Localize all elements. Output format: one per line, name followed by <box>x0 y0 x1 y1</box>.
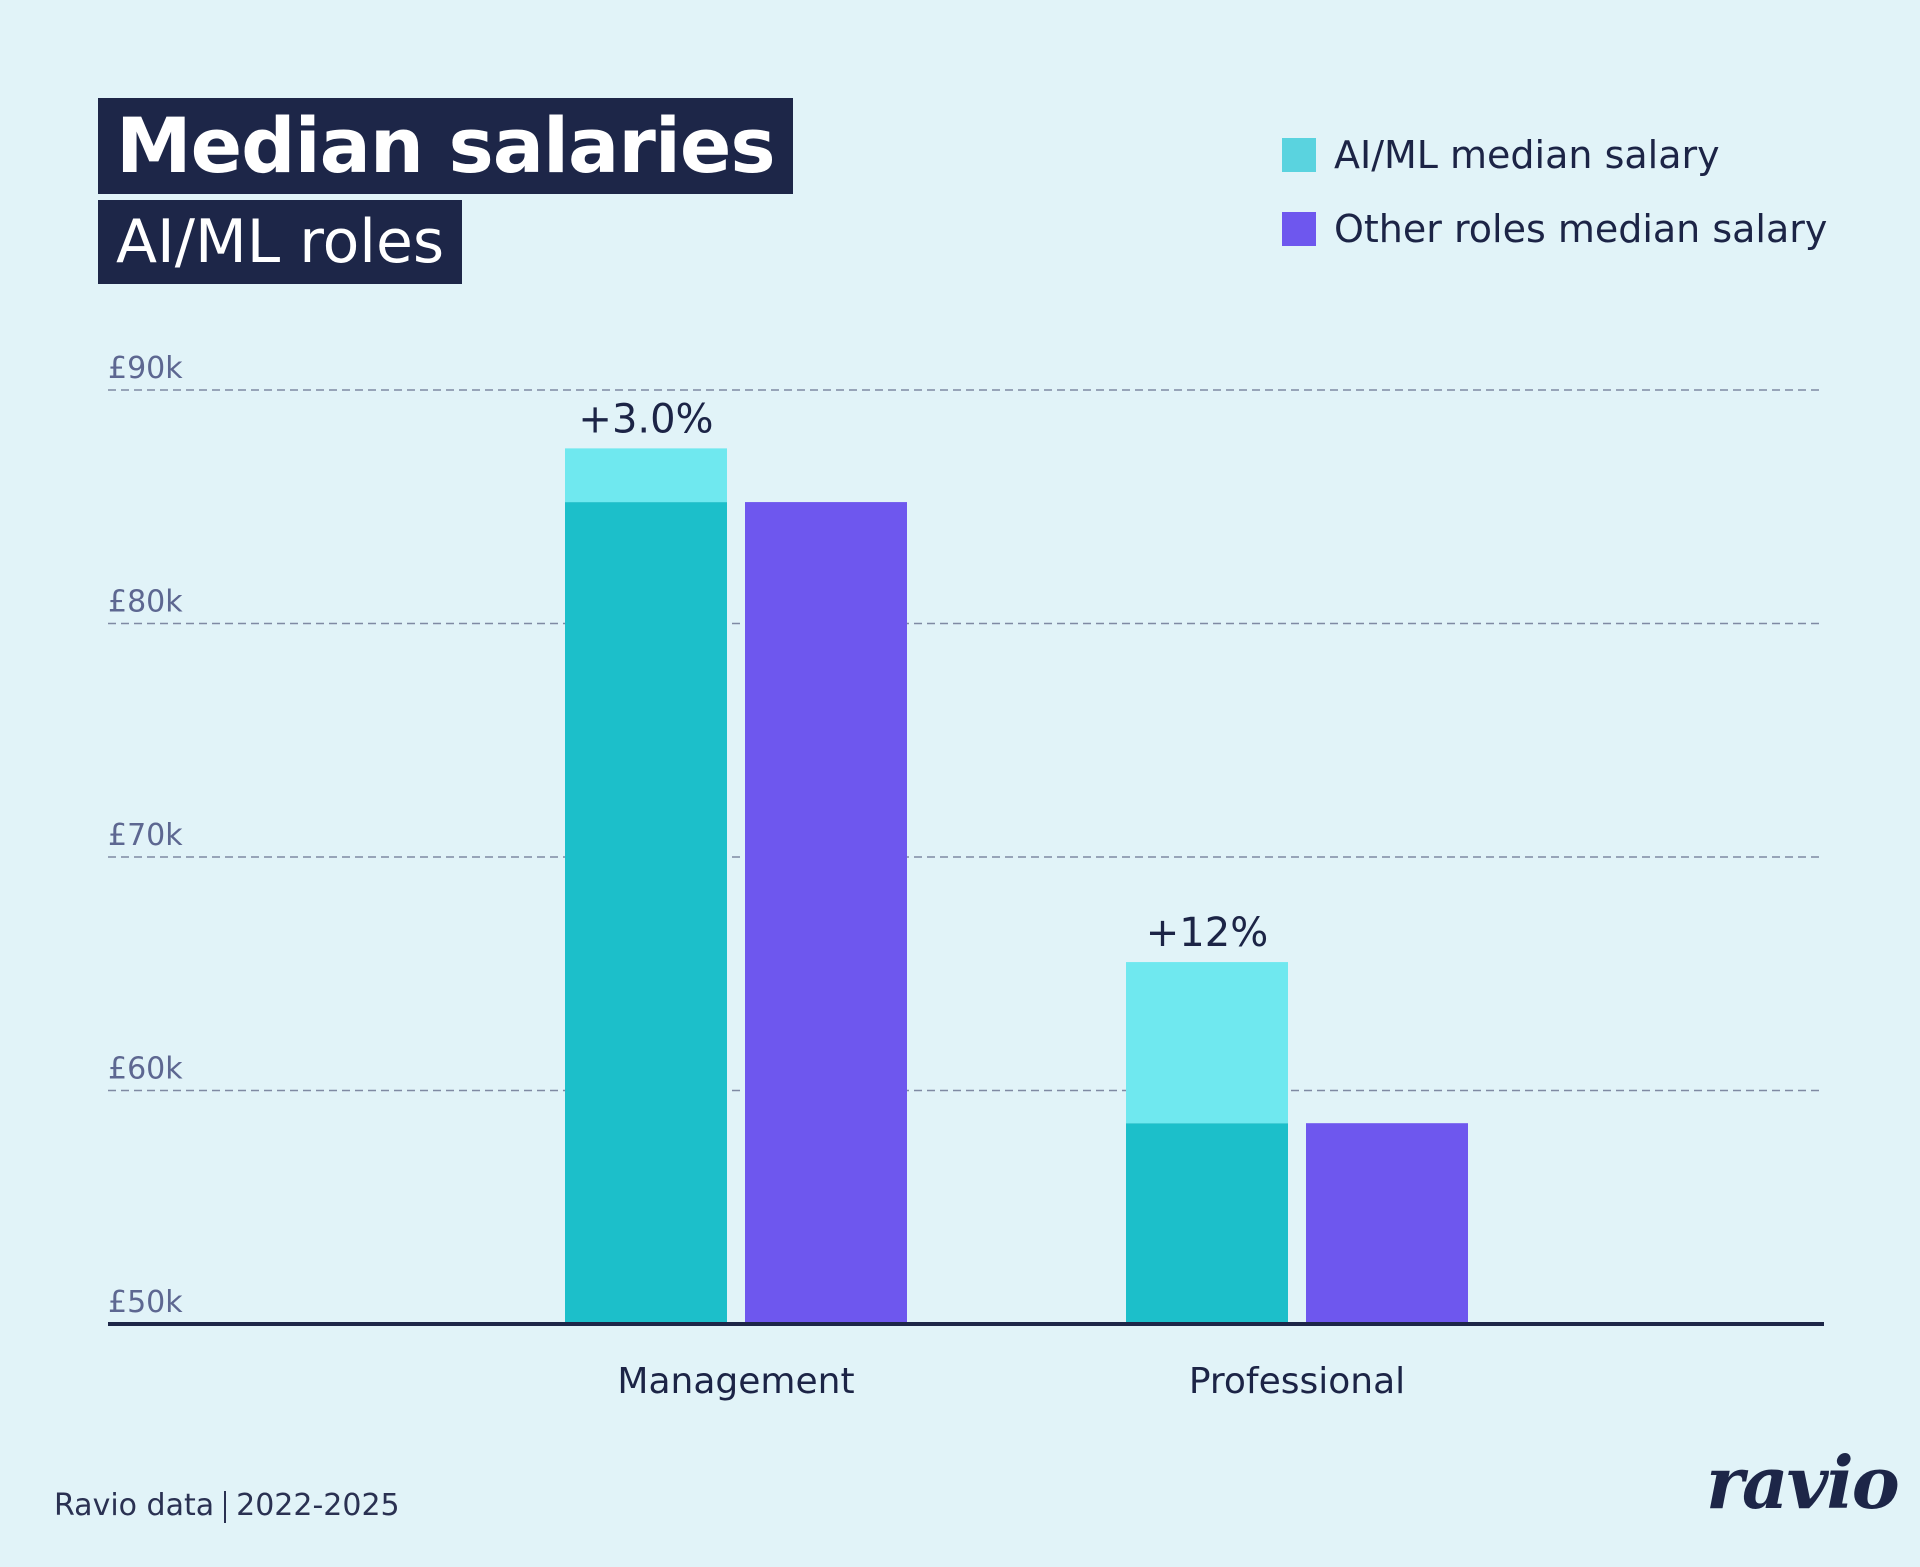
chart-title: Median salaries <box>98 98 793 194</box>
chart-subtitle: AI/ML roles <box>98 200 463 284</box>
y-tick-label: £80k <box>108 585 183 620</box>
bar-ai-premium-professional <box>1126 962 1288 1124</box>
y-tick-label: £50k <box>108 1285 183 1320</box>
data-label: +3.0% <box>578 396 713 442</box>
bar-other-professional <box>1306 1123 1468 1324</box>
legend-swatch-other <box>1282 212 1316 246</box>
footer: Ravio data 2022-2025 <box>54 1488 400 1523</box>
y-tick-label: £60k <box>108 1052 183 1087</box>
footer-years: 2022-2025 <box>236 1488 400 1523</box>
legend-item-ai: AI/ML median salary <box>1282 118 1827 192</box>
y-tick-label: £70k <box>108 818 183 853</box>
legend-swatch-ai <box>1282 138 1316 172</box>
footer-source: Ravio data <box>54 1488 215 1523</box>
ravio-logo: ravio <box>1706 1440 1900 1525</box>
x-tick-label: Professional <box>1189 1361 1405 1402</box>
x-tick-label: Management <box>617 1361 854 1402</box>
bar-ai-base-professional <box>1126 1123 1288 1324</box>
legend-item-other: Other roles median salary <box>1282 192 1827 266</box>
bar-ai-premium-management <box>565 448 727 503</box>
title-block: Median salaries AI/ML roles <box>98 98 793 284</box>
footer-divider <box>224 1490 227 1523</box>
data-label: +12% <box>1146 910 1268 956</box>
legend: AI/ML median salary Other roles median s… <box>1282 118 1827 266</box>
bar-ai-base-management <box>565 502 727 1325</box>
bar-other-management <box>745 502 907 1325</box>
y-tick-label: £90k <box>108 351 183 386</box>
legend-label-other: Other roles median salary <box>1334 207 1828 251</box>
legend-label-ai: AI/ML median salary <box>1334 133 1720 177</box>
